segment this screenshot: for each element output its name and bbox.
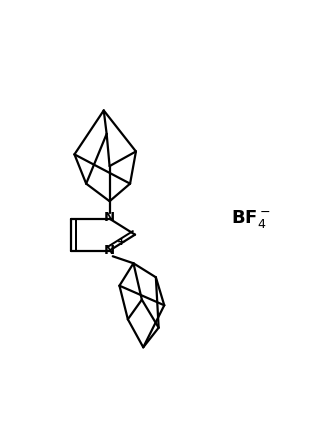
Text: +: + bbox=[117, 236, 126, 247]
Text: BF$_4^-$: BF$_4^-$ bbox=[230, 208, 270, 230]
Text: N: N bbox=[104, 244, 115, 257]
Text: N: N bbox=[104, 211, 115, 224]
